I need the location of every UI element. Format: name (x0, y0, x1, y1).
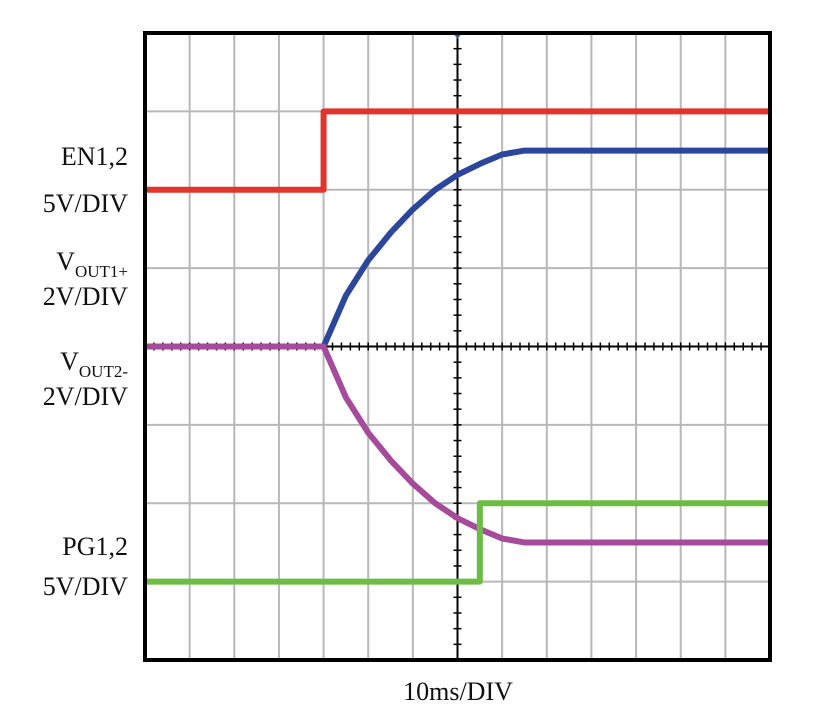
trace-name: V (60, 347, 79, 376)
trace (145, 108, 770, 193)
trace-scale: 2V/DIV (43, 382, 128, 411)
plot-frame (143, 31, 772, 662)
trace (145, 500, 770, 585)
trace (145, 343, 770, 546)
trace-label: PG1,2 (62, 532, 128, 561)
trace-label: VOUT1+ (56, 247, 128, 281)
trace-subscript: OUT2- (79, 362, 128, 381)
x-axis-label: 10ms/DIV (403, 677, 513, 706)
trace (145, 147, 770, 350)
trace-scale: 5V/DIV (43, 572, 128, 601)
trace-name: V (56, 247, 75, 276)
trace-scale: 2V/DIV (43, 282, 128, 311)
trace-name: EN1,2 (61, 142, 128, 171)
trace-scale: 5V/DIV (43, 189, 128, 218)
trace-label: EN1,2 (61, 142, 128, 171)
trace-label: VOUT2- (60, 347, 128, 381)
trace-subscript: OUT1+ (75, 262, 128, 281)
trace-name: PG1,2 (62, 532, 128, 561)
